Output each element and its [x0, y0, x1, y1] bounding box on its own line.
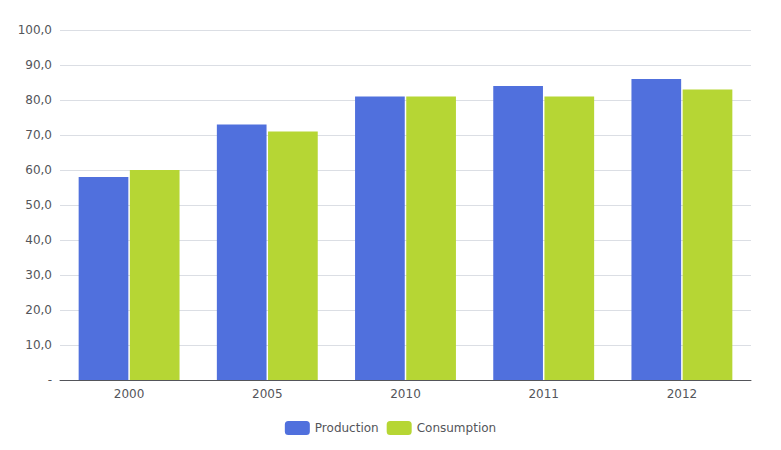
svg-text:2000: 2000: [114, 387, 145, 401]
svg-text:2005: 2005: [252, 387, 283, 401]
svg-text:70,0: 70,0: [25, 128, 52, 142]
svg-text:Production: Production: [315, 421, 379, 435]
svg-text:60,0: 60,0: [25, 163, 52, 177]
svg-text:100,0: 100,0: [18, 23, 52, 37]
svg-text:20,0: 20,0: [25, 303, 52, 317]
svg-text:90,0: 90,0: [25, 58, 52, 72]
svg-text:Consumption: Consumption: [417, 421, 496, 435]
svg-text:2012: 2012: [667, 387, 698, 401]
svg-text:30,0: 30,0: [25, 268, 52, 282]
svg-text:-: -: [48, 373, 52, 387]
svg-text:40,0: 40,0: [25, 233, 52, 247]
svg-text:80,0: 80,0: [25, 93, 52, 107]
svg-text:2010: 2010: [390, 387, 421, 401]
svg-text:50,0: 50,0: [25, 198, 52, 212]
svg-text:10,0: 10,0: [25, 338, 52, 352]
svg-text:2011: 2011: [528, 387, 559, 401]
